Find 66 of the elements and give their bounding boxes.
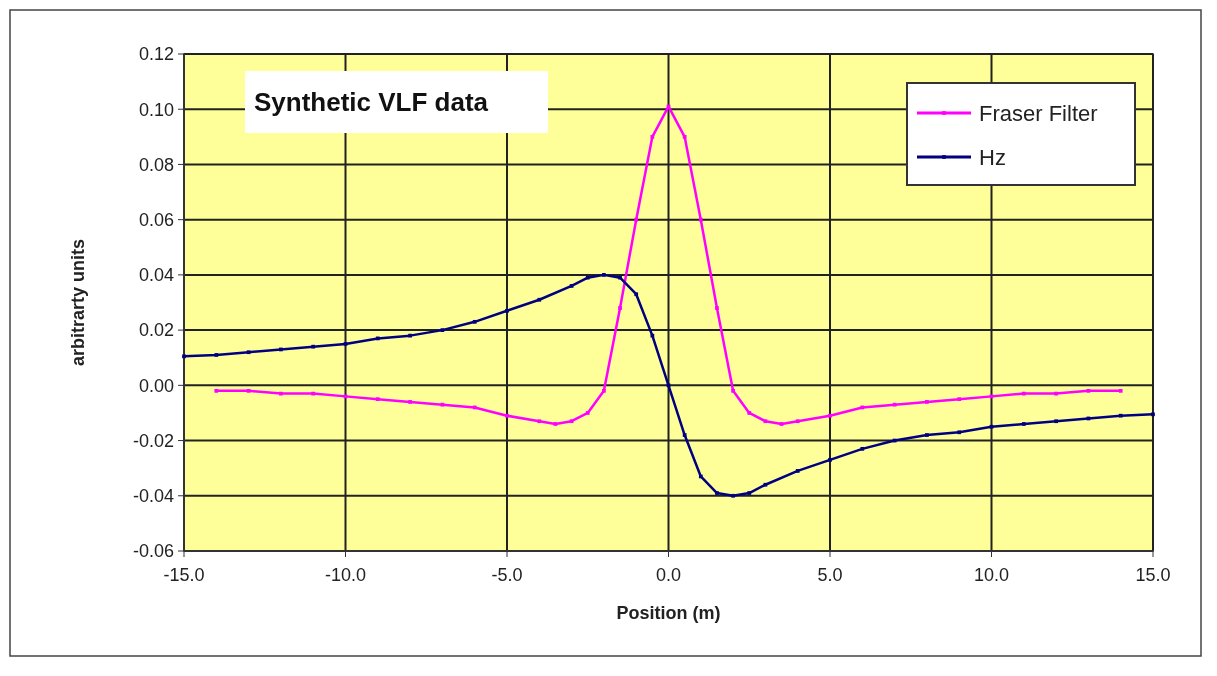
x-tick-label: 5.0 xyxy=(817,565,843,585)
point xyxy=(408,400,412,404)
point xyxy=(618,306,622,310)
point xyxy=(860,446,865,451)
y-tick-label: 0.02 xyxy=(138,320,174,341)
point xyxy=(650,134,655,139)
y-axis-title: arbitrarty units xyxy=(68,238,88,367)
y-tick-label: -0.04 xyxy=(132,486,174,507)
x-tick-label: 0.0 xyxy=(655,565,682,585)
point xyxy=(715,306,719,310)
point xyxy=(1054,419,1058,424)
point xyxy=(311,344,316,349)
y-tick-label: -0.02 xyxy=(132,430,174,451)
point xyxy=(682,134,687,139)
y-tick-label: 0.06 xyxy=(138,209,174,230)
x-tick-label: -15.0 xyxy=(163,565,205,585)
point xyxy=(602,273,606,277)
point xyxy=(408,333,412,338)
point xyxy=(747,411,752,415)
point xyxy=(505,413,509,418)
point xyxy=(957,397,962,402)
x-tick-label: 10.0 xyxy=(973,565,1010,585)
point xyxy=(957,430,962,435)
legend-label: Fraser Filter xyxy=(979,100,1098,126)
point xyxy=(537,297,542,302)
legend-label: Hz xyxy=(979,144,1006,170)
point xyxy=(375,397,380,402)
point xyxy=(682,433,687,437)
x-tick-label: -10.0 xyxy=(324,565,367,585)
point xyxy=(698,217,703,222)
point xyxy=(182,354,186,359)
point xyxy=(1151,412,1155,417)
point xyxy=(585,275,590,280)
y-tick-label: 0.12 xyxy=(138,44,174,65)
point xyxy=(795,469,800,473)
point xyxy=(1021,422,1026,426)
x-tick-label: 15.0 xyxy=(1135,565,1171,585)
point xyxy=(634,292,639,297)
point xyxy=(828,458,832,462)
point xyxy=(925,400,929,404)
y-tick-label: 0.10 xyxy=(138,99,174,120)
point xyxy=(214,353,219,357)
text: Synthetic VLF data xyxy=(254,87,489,117)
point xyxy=(731,388,735,393)
point xyxy=(634,217,639,222)
point xyxy=(747,491,752,495)
y-tick-label: 0.00 xyxy=(138,375,174,396)
point xyxy=(472,319,477,324)
point xyxy=(795,419,800,424)
point xyxy=(1118,388,1123,393)
y-tick-label: 0.08 xyxy=(138,154,174,175)
point xyxy=(828,413,832,418)
point xyxy=(1118,413,1123,418)
point xyxy=(505,308,509,313)
x-tick-label: -5.0 xyxy=(491,565,523,585)
point xyxy=(537,419,542,424)
x-axis-title: Position (m) xyxy=(616,603,721,623)
point xyxy=(715,491,719,495)
point xyxy=(650,333,655,338)
y-tick-label: -0.06 xyxy=(132,541,174,562)
point xyxy=(925,433,929,437)
point xyxy=(602,388,606,393)
point xyxy=(618,275,622,280)
point xyxy=(585,411,590,415)
y-tick-label: 0.04 xyxy=(138,265,174,286)
point xyxy=(214,388,219,393)
